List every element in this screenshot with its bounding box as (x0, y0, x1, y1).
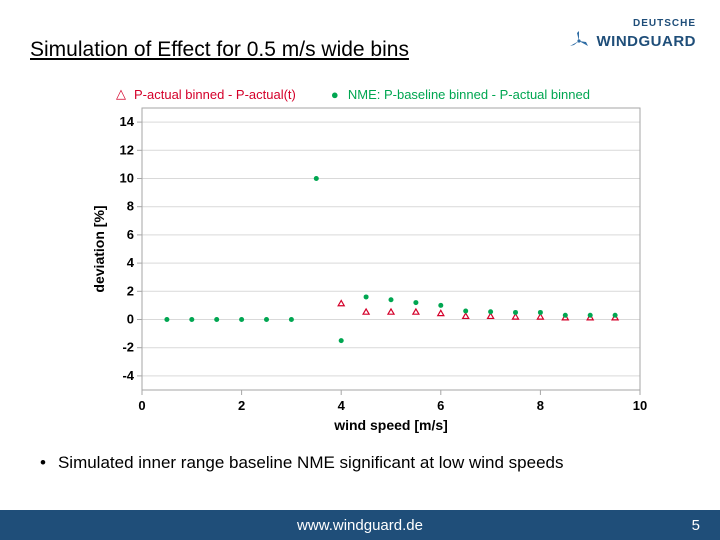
svg-text:6: 6 (437, 398, 444, 413)
svg-text:6: 6 (127, 227, 134, 242)
bullet-dot-icon: • (40, 452, 46, 475)
footer-url: www.windguard.de (297, 517, 423, 534)
svg-text:4: 4 (338, 398, 346, 413)
svg-text:-2: -2 (122, 340, 134, 355)
svg-text:-4: -4 (122, 368, 134, 383)
svg-text:8: 8 (537, 398, 544, 413)
svg-text:0: 0 (127, 312, 134, 327)
svg-text:10: 10 (120, 171, 134, 186)
footer-page-number: 5 (692, 517, 700, 534)
svg-text:12: 12 (120, 142, 134, 157)
svg-text:wind speed [m/s]: wind speed [m/s] (333, 417, 448, 433)
turbine-icon (565, 29, 593, 53)
page-title: Simulation of Effect for 0.5 m/s wide bi… (30, 38, 409, 62)
deviation-chart: 0 2 4 6 8 10 -4 -2 0 2 4 6 8 10 12 14 wind speed [m/s] de… (90, 78, 650, 438)
svg-text:2: 2 (238, 398, 245, 413)
bullet-point: • Simulated inner range baseline NME sig… (40, 452, 690, 475)
svg-text:4: 4 (127, 255, 135, 270)
svg-text:2: 2 (127, 283, 134, 298)
svg-text:10: 10 (633, 398, 647, 413)
svg-text:8: 8 (127, 199, 134, 214)
svg-text:0: 0 (138, 398, 145, 413)
svg-text:14: 14 (120, 114, 135, 129)
logo-topword: DEUTSCHE (546, 18, 696, 29)
bullet-text: Simulated inner range baseline NME signi… (58, 452, 564, 475)
footer-bar: www.windguard.de 5 (0, 510, 720, 540)
logo-mainword: WINDGUARD (597, 33, 697, 50)
svg-text:deviation [%]: deviation [%] (91, 205, 107, 292)
brand-logo: DEUTSCHE WINDGUARD (546, 18, 696, 62)
